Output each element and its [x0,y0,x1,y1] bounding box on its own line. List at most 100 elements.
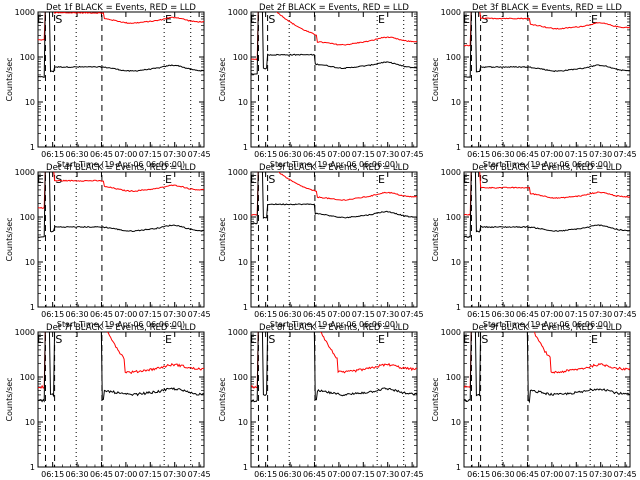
lld-series-line [38,12,204,41]
panel-det-8: Det 8f BLACK = Events, RED = LLD 1 10 100 10… [218,323,424,479]
end-marker: E [463,173,470,186]
events-series-line [38,332,204,403]
x-tick-label: 07:15 [565,310,588,319]
panel-det-5: Det 5f BLACK = Events, RED = LLD 1 10 100 10… [218,163,424,329]
x-tick-label: 07:45 [188,470,211,479]
x-tick-label: 07:45 [401,470,424,479]
y-tick-label: 10 [238,258,248,267]
x-tick-label: 06:30 [66,310,89,319]
lld-series-line [251,12,417,62]
x-tick-label: 07:30 [589,310,612,319]
y-tick-label: 100 [446,53,461,62]
y-tick-label: 100 [446,373,461,382]
start-marker: S [481,333,488,346]
plot-frame [37,171,205,308]
events-series-line [38,172,204,238]
plot-frame [250,171,418,308]
x-tick-label: 07:15 [139,150,162,159]
x-tick-label: 07:30 [589,470,612,479]
lld-series-line [464,172,630,217]
x-tick-label: 07:15 [352,470,375,479]
x-tick-label: 06:45 [90,310,113,319]
y-tick-label: 10 [451,258,461,267]
y-tick-label: 1000 [15,328,35,337]
y-tick-label: 10 [451,98,461,107]
x-tick-label: 07:15 [352,310,375,319]
y-tick-label: 1 [456,463,461,472]
plot-frame [463,11,631,148]
end-marker: E [37,13,44,26]
x-tick-label: 06:15 [254,470,277,479]
x-tick-label: 06:45 [516,310,539,319]
x-tick-label: 07:00 [327,470,350,479]
start-marker: S [268,13,275,26]
lld-series-line [251,172,417,216]
y-tick-label: 1 [456,143,461,152]
x-axis-label: Start Time (19-Apr-06 06:06:00) [270,320,398,329]
y-tick-label: 1000 [228,168,248,177]
start-marker: S [481,13,488,26]
start-marker: S [55,13,62,26]
x-tick-label: 07:30 [589,150,612,159]
panel-title: Det 6f BLACK = Events, RED = LLD [472,163,622,173]
x-tick-label: 07:15 [139,310,162,319]
x-tick-label: 07:15 [565,150,588,159]
x-tick-label: 07:45 [614,470,637,479]
x-tick-label: 07:45 [614,310,637,319]
x-tick-label: 06:15 [41,470,64,479]
y-tick-label: 1000 [228,8,248,17]
events-series-line [38,12,204,78]
x-tick-label: 06:45 [516,470,539,479]
panel-title: Det 8f BLACK = Events, RED = LLD [259,323,409,333]
start-marker: S [268,333,275,346]
y-tick-label: 100 [20,53,35,62]
y-tick-label: 1 [243,303,248,312]
x-tick-label: 06:15 [254,150,277,159]
x-tick-label: 06:30 [279,150,302,159]
end-marker: E [37,173,44,186]
x-tick-label: 07:30 [163,470,186,479]
y-tick-label: 10 [451,418,461,427]
x-tick-label: 06:30 [279,310,302,319]
events-series-line [464,332,630,404]
y-tick-label: 100 [446,213,461,222]
y-axis-label: Counts/sec [431,217,440,261]
panel-det-6: Det 6f BLACK = Events, RED = LLD 1 10 100 10… [431,163,637,329]
panel-title: Det 4f BLACK = Events, RED = LLD [46,163,196,173]
y-tick-label: 1 [30,303,35,312]
y-tick-label: 10 [25,418,35,427]
panel-det-9: Det 9f BLACK = Events, RED = LLD 1 10 100 10… [431,323,637,479]
y-tick-label: 100 [233,373,248,382]
y-axis-label: Counts/sec [5,217,14,261]
plot-frame [37,331,205,468]
panel-det-7: Det 7f BLACK = Events, RED = LLD 1 10 100 10… [5,323,211,479]
y-tick-label: 10 [25,258,35,267]
y-tick-label: 100 [20,213,35,222]
x-tick-label: 06:30 [279,470,302,479]
y-axis-label: Counts/sec [431,57,440,101]
end-marker: E [591,173,598,186]
y-tick-label: 100 [233,53,248,62]
x-tick-label: 06:30 [492,150,515,159]
x-tick-label: 06:15 [467,150,490,159]
start-marker: S [55,333,62,346]
y-axis-label: Counts/sec [218,377,227,421]
y-axis-label: Counts/sec [218,57,227,101]
y-tick-label: 1 [30,143,35,152]
events-series-line [251,332,417,403]
y-tick-label: 1000 [441,168,461,177]
x-tick-label: 07:00 [114,470,137,479]
panel-det-3: Det 3f BLACK = Events, RED = LLD 1 10 100 10… [431,3,637,169]
panel-det-1: Det 1f BLACK = Events, RED = LLD 1 10 100 10… [5,3,211,169]
y-tick-label: 1 [30,463,35,472]
panel-title: Det 3f BLACK = Events, RED = LLD [472,3,622,13]
y-axis-label: Counts/sec [5,377,14,421]
end-marker: E [591,13,598,26]
panel-title: Det 1f BLACK = Events, RED = LLD [46,3,196,13]
y-tick-label: 1000 [441,328,461,337]
end-marker: E [378,13,385,26]
y-tick-label: 1 [456,303,461,312]
events-series-line [251,172,417,225]
start-marker: S [481,173,488,186]
